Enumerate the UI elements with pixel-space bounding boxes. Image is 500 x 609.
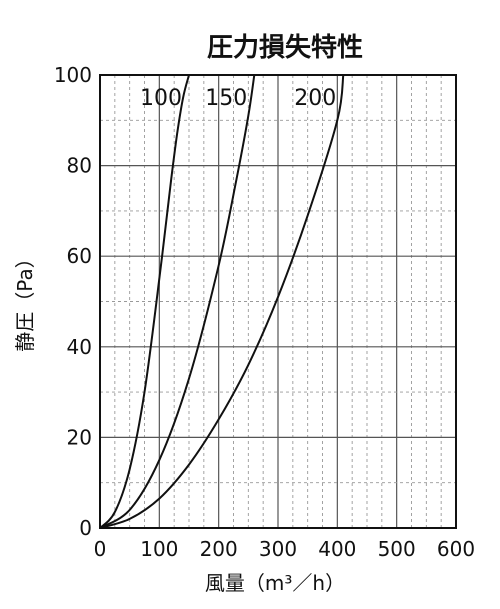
x-tick-label: 500	[378, 537, 416, 561]
x-tick-label: 600	[437, 537, 475, 561]
y-tick-label: 80	[67, 154, 92, 178]
series-100-label: 100	[140, 86, 182, 111]
series-200-line	[99, 74, 345, 529]
curve-labels: 100 150 200	[140, 86, 336, 111]
curves	[99, 74, 345, 529]
plot-grid	[100, 75, 456, 528]
tick-labels: 0 100 200 300 400 500 600 0 20 40 60 80 100	[54, 63, 475, 561]
x-tick-label: 200	[200, 537, 238, 561]
series-150-label: 150	[205, 86, 247, 111]
x-tick-label: 300	[259, 537, 297, 561]
plot-frame	[99, 74, 457, 529]
x-tick-label: 0	[94, 537, 107, 561]
y-tick-label: 60	[67, 244, 92, 268]
chart-title: 圧力損失特性	[207, 32, 363, 63]
x-axis-label: 風量（m³／h）	[205, 571, 345, 595]
series-100-line	[99, 74, 190, 529]
series-200-label: 200	[294, 86, 336, 111]
x-tick-label: 400	[318, 537, 356, 561]
y-tick-label: 100	[54, 63, 92, 87]
y-tick-label: 20	[67, 425, 92, 449]
x-tick-label: 100	[140, 537, 178, 561]
y-tick-label: 0	[79, 516, 92, 540]
y-tick-label: 40	[67, 335, 92, 359]
series-150-line	[99, 74, 256, 529]
y-axis-label: 静圧（Pa）	[13, 248, 37, 351]
